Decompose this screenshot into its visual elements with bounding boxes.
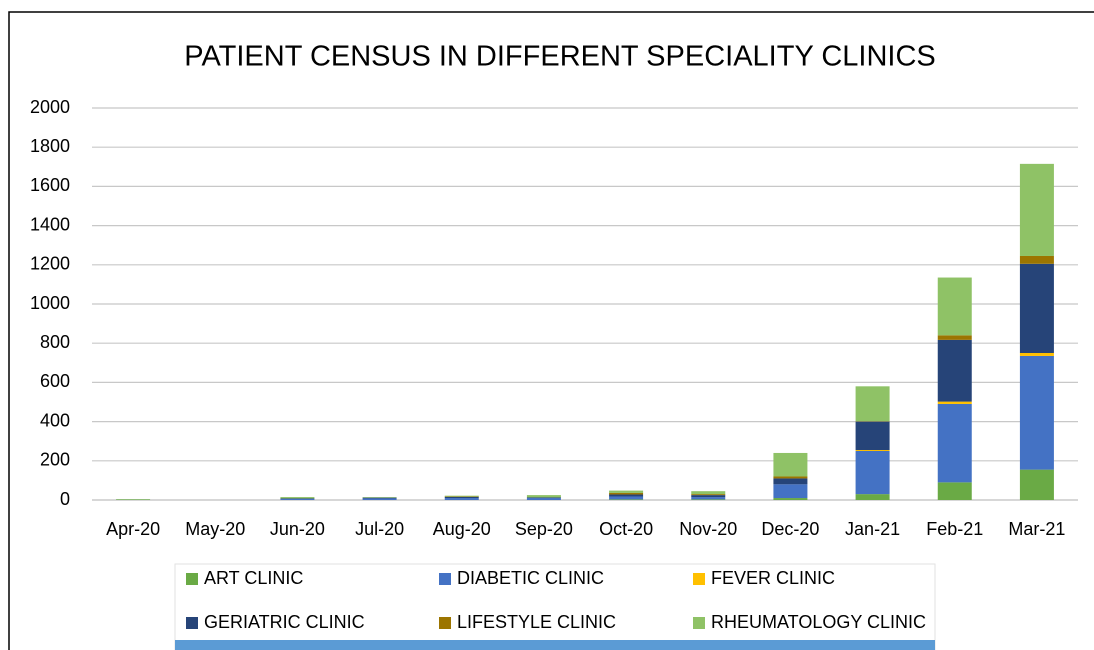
bar-segment [526,498,561,500]
bar-segment [362,498,397,500]
bar-segment [773,478,808,485]
bar-segment [937,277,972,336]
x-tick-label: Dec-20 [761,519,819,539]
bar-segment [855,421,890,451]
bar-segment [691,491,726,495]
bar-segment [280,498,315,500]
y-tick-label: 200 [40,450,70,470]
bar-segment [1019,355,1054,470]
x-tick-label: Jun-20 [270,519,325,539]
bar-segment [280,499,315,500]
x-tick-label: Apr-20 [106,519,160,539]
bar-segment [1019,163,1054,256]
y-tick-label: 0 [60,489,70,509]
legend-label: DIABETIC CLINIC [457,568,604,588]
bar-segment [116,499,151,500]
legend-label: ART CLINIC [204,568,303,588]
bar-segment [1019,353,1054,356]
bar-segment [855,386,890,422]
x-tick-label: Nov-20 [679,519,737,539]
y-tick-label: 1200 [30,254,70,274]
bar-segment [691,494,726,496]
bar-segment [937,401,972,404]
bar-segment [937,482,972,500]
x-tick-label: Oct-20 [599,519,653,539]
legend-swatch [439,573,451,585]
bar-segment [444,496,479,499]
y-tick-label: 600 [40,371,70,391]
bar-segment [691,499,726,500]
legend-box [174,563,936,650]
x-tick-label: Sep-20 [515,519,573,539]
bar-segment [855,451,890,495]
y-tick-label: 1600 [30,175,70,195]
bar-segment [609,494,644,497]
legend-stripe [175,640,935,650]
bar-segment [1019,255,1054,264]
legend-swatch [693,573,705,585]
x-tick-label: Jul-20 [355,519,404,539]
chart-frame [8,11,1094,650]
x-tick-label: Jan-21 [845,519,900,539]
legend-swatch [186,573,198,585]
bar-segment [1019,469,1054,500]
bar-segment [773,452,808,477]
y-tick-label: 800 [40,332,70,352]
bar-segment [609,499,644,500]
legend-swatch [439,617,451,629]
legend-label: FEVER CLINIC [711,568,835,588]
bar-segment [609,496,644,500]
bar-segment [937,335,972,340]
bar-segment [362,497,397,499]
bar-segment [773,484,808,499]
x-tick-label: Aug-20 [433,519,491,539]
legend-label: GERIATRIC CLINIC [204,612,365,632]
bar-segment [773,498,808,500]
bar-segment [1019,263,1054,353]
y-tick-label: 1800 [30,136,70,156]
bar-segment [937,403,972,483]
x-tick-label: May-20 [185,519,245,539]
y-tick-label: 400 [40,410,70,430]
bar-segment [937,339,972,402]
x-tick-label: Feb-21 [926,519,983,539]
legend-swatch [186,617,198,629]
bar-segment [691,495,726,498]
y-tick-label: 1000 [30,293,70,313]
bar-segment [855,450,890,451]
bar-segment [691,497,726,500]
bar-segment [280,497,315,499]
legend-label: LIFESTYLE CLINIC [457,612,616,632]
bar-segment [609,490,644,493]
y-tick-label: 1400 [30,214,70,234]
chart-title: PATIENT CENSUS IN DIFFERENT SPECIALITY C… [184,41,935,73]
x-tick-label: Mar-21 [1008,519,1065,539]
bar-segment [773,476,808,479]
legend-label: RHEUMATOLOGY CLINIC [711,612,926,632]
bar-segment [526,497,561,499]
legend-swatch [693,617,705,629]
bar-segment [444,498,479,500]
bar-segment [444,495,479,497]
bar-segment [526,495,561,498]
bar-segment [609,492,644,495]
bar-segment [855,494,890,500]
bar-segment [362,497,397,498]
y-tick-label: 2000 [30,97,70,117]
